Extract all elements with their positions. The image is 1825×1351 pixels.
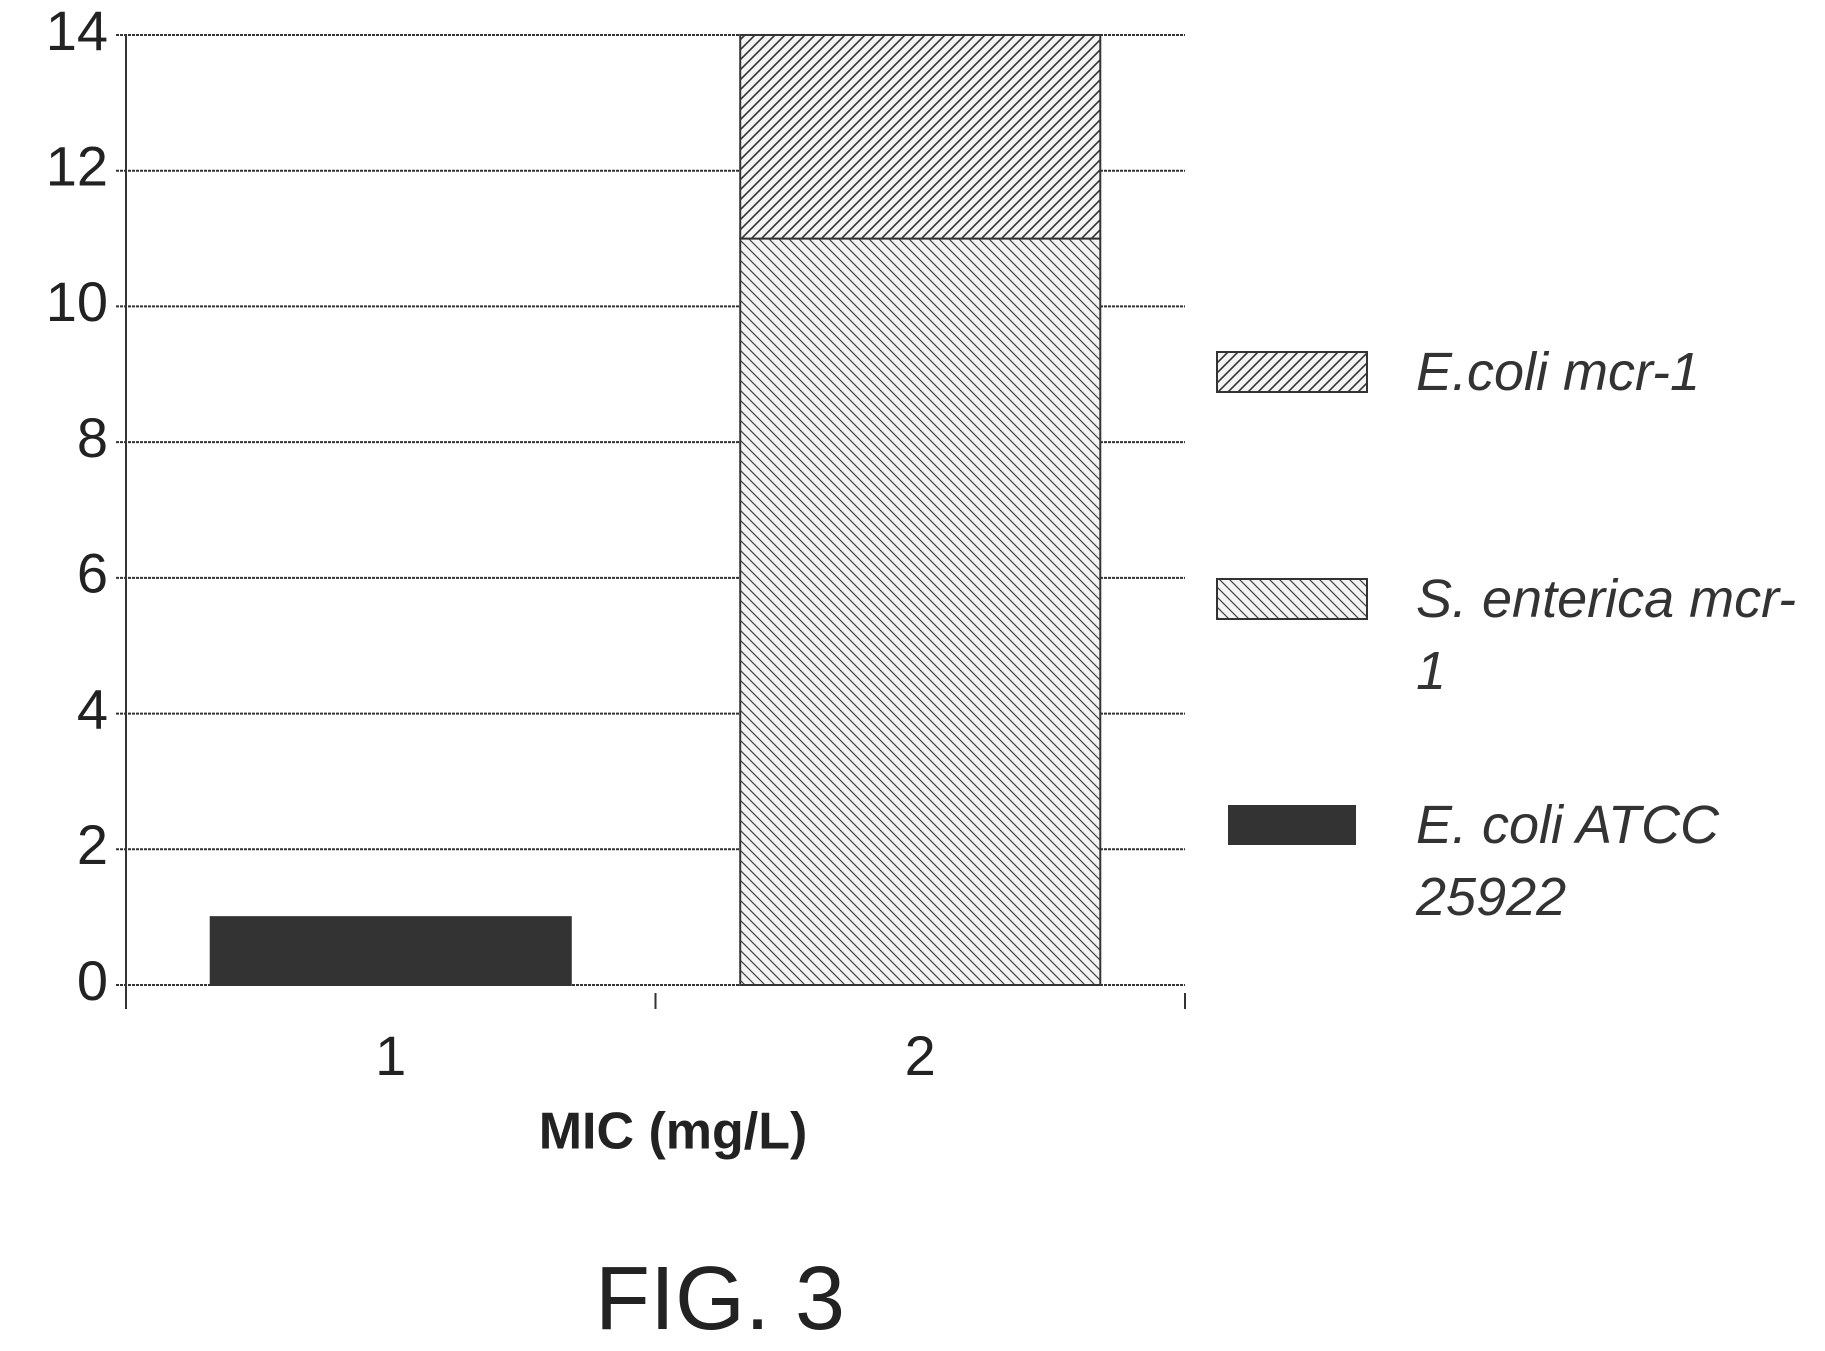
legend-label: S. enterica mcr-1 <box>1416 563 1816 707</box>
y-tick-label: 10 <box>46 270 108 333</box>
y-tick-label: 2 <box>77 813 108 876</box>
x-axis-label: MIC (mg/L) <box>539 1103 808 1161</box>
y-tick-label: 6 <box>77 542 108 605</box>
x-tick-label: 2 <box>905 1024 936 1087</box>
y-tick-label: 0 <box>77 949 108 1012</box>
y-tick-label: 12 <box>46 135 108 198</box>
bar-segment <box>740 35 1100 239</box>
bar-segment <box>211 917 571 985</box>
legend-label: E. coli ATCC 25922 <box>1416 789 1816 933</box>
figure-caption: FIG. 3 <box>595 1249 845 1349</box>
page: MIC (mg/L) FIG. 3 0246810121412 E.coli m… <box>0 0 1825 1351</box>
y-tick-label: 14 <box>46 0 108 62</box>
legend-label: E.coli mcr-1 <box>1416 336 1816 408</box>
legend-swatch <box>1217 579 1367 619</box>
legend-swatch <box>1228 805 1356 845</box>
y-tick-label: 4 <box>77 677 108 740</box>
legend-swatch <box>1217 352 1367 392</box>
bar-segment <box>740 239 1100 985</box>
y-tick-label: 8 <box>77 406 108 469</box>
x-tick-label: 1 <box>375 1024 406 1087</box>
